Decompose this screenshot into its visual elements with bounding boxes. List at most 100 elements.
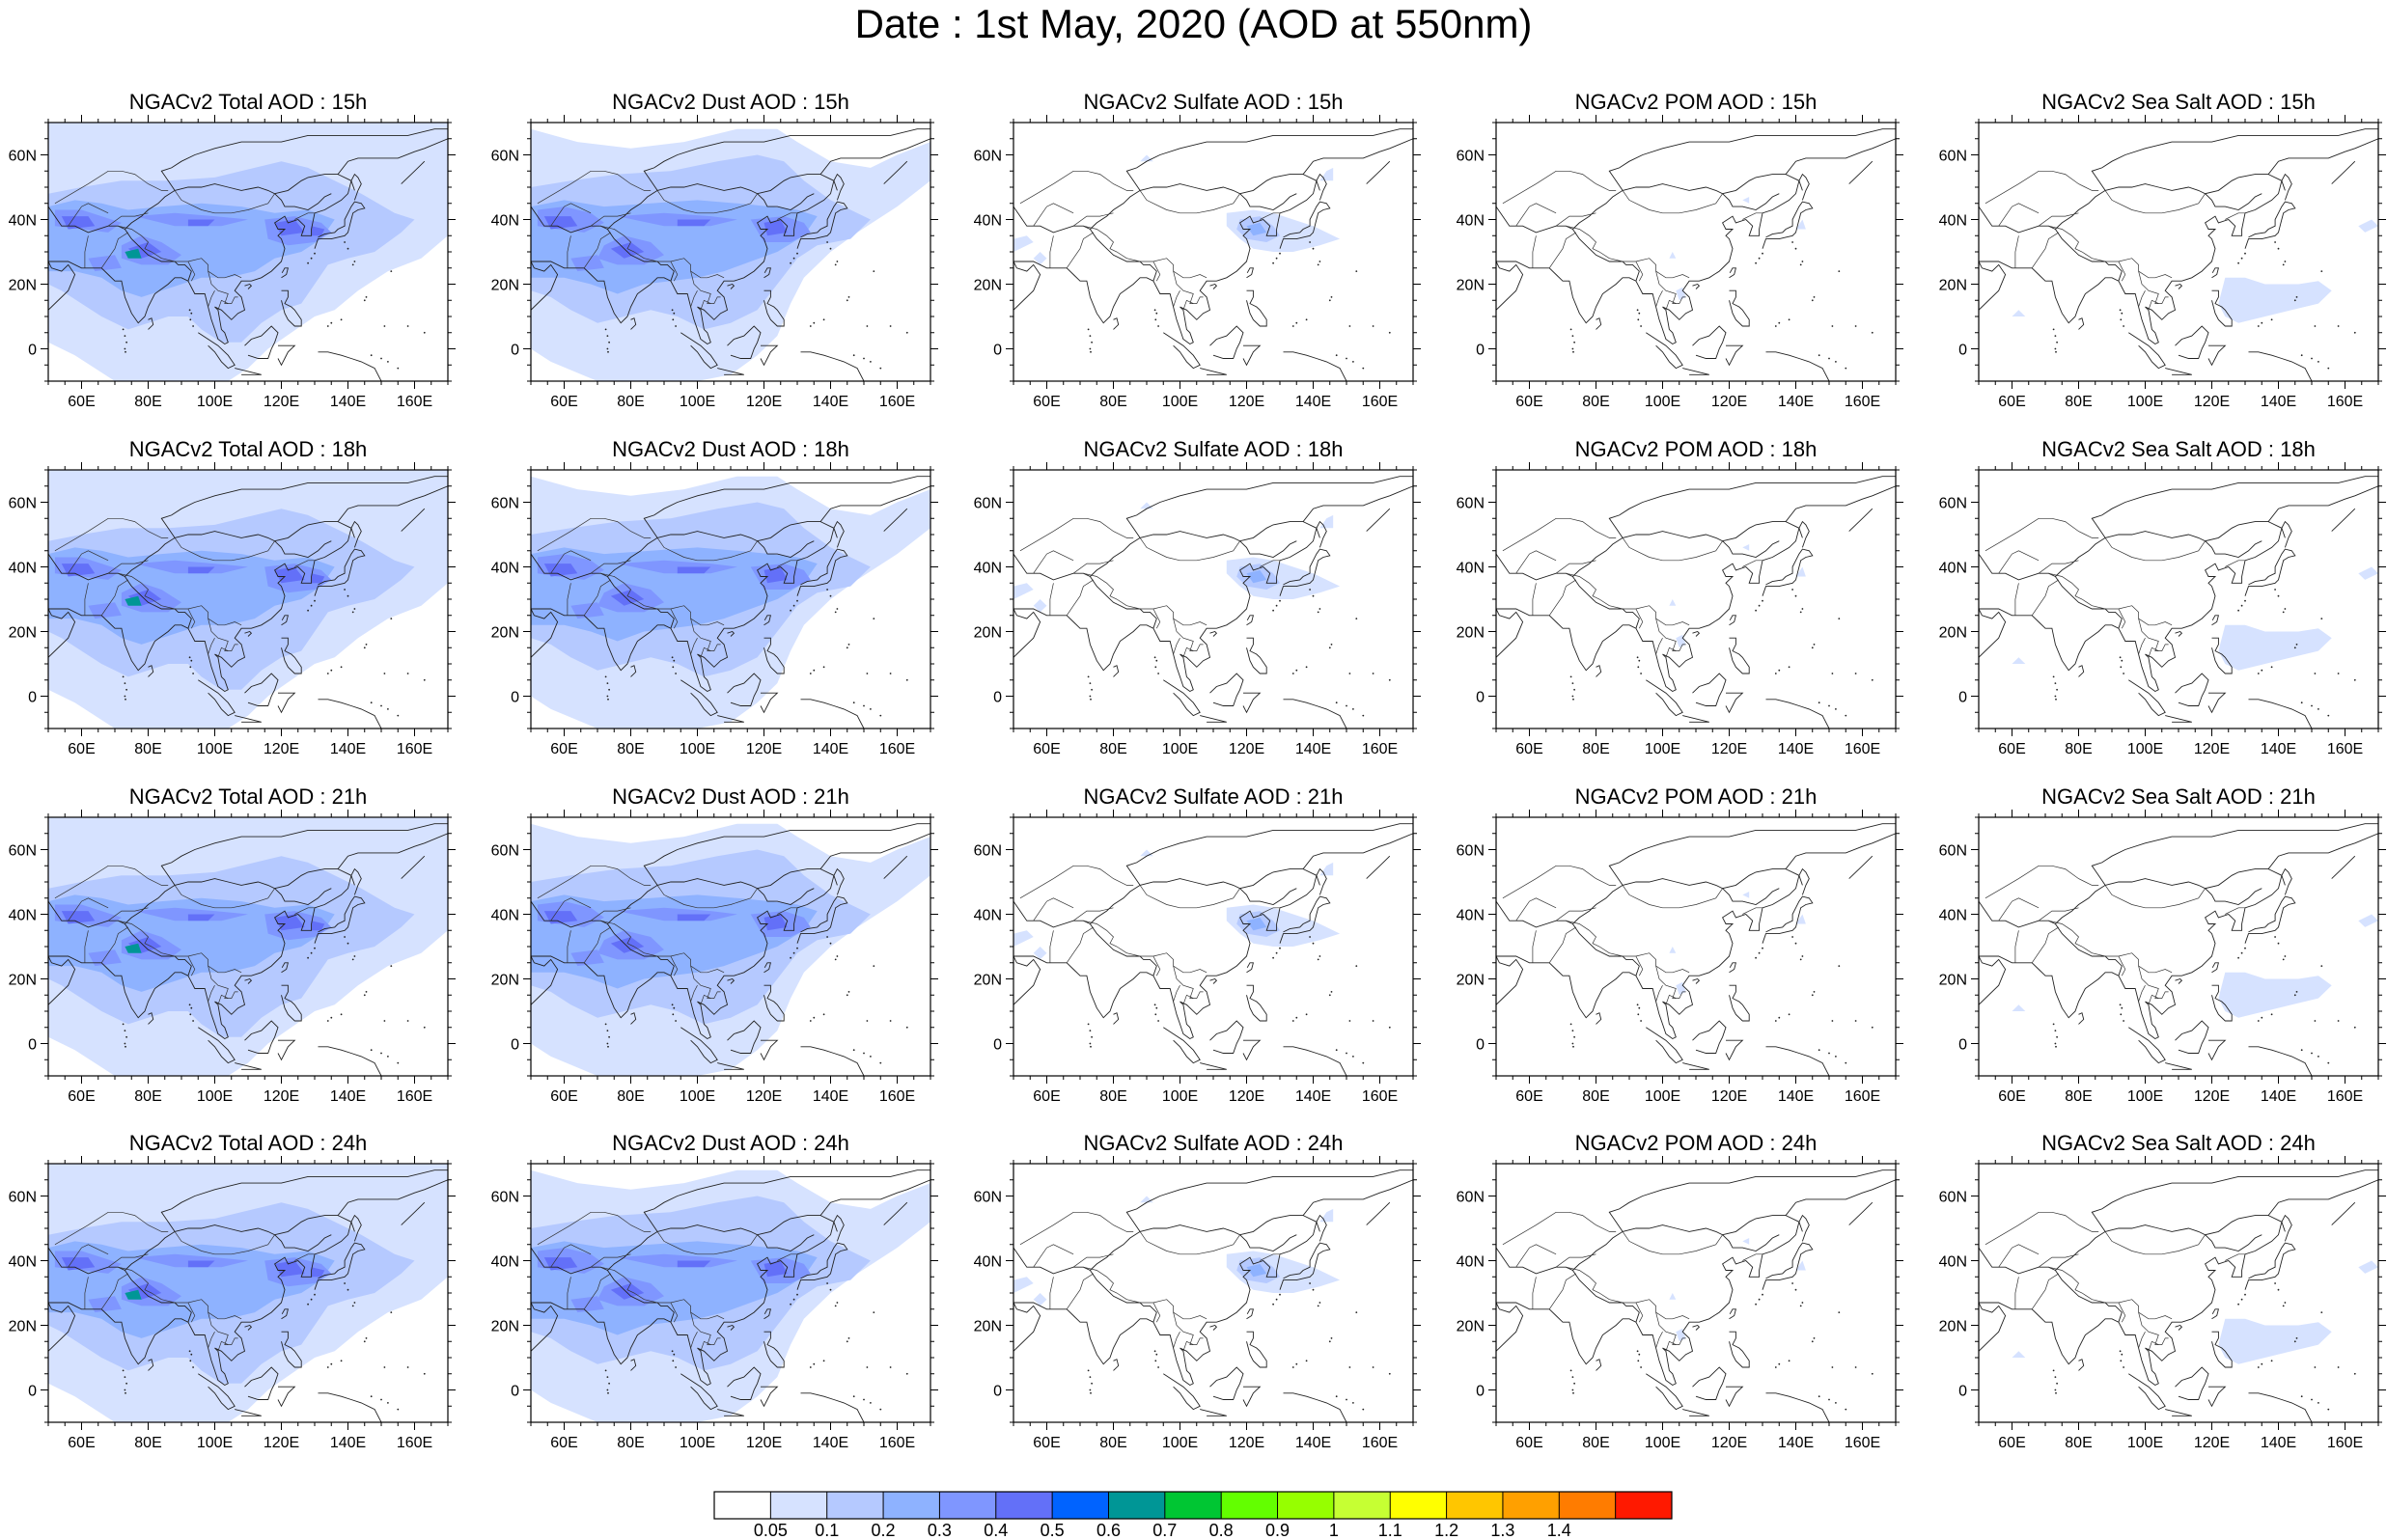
country-border bbox=[1502, 517, 1617, 552]
coastline bbox=[757, 868, 821, 890]
island bbox=[2123, 325, 2124, 327]
island bbox=[344, 1282, 346, 1284]
island bbox=[2056, 688, 2058, 691]
lon-tick-label: 160E bbox=[397, 394, 432, 410]
coastline bbox=[1090, 878, 1297, 924]
country-border bbox=[700, 1340, 711, 1352]
country-border bbox=[1139, 190, 1180, 214]
coastline bbox=[1239, 1215, 1304, 1236]
island bbox=[1157, 1366, 1159, 1368]
country-border bbox=[1532, 1277, 1537, 1309]
island bbox=[813, 1016, 816, 1019]
lat-tick-label: 40N bbox=[1939, 1254, 1967, 1271]
island bbox=[1157, 325, 1159, 327]
island bbox=[351, 263, 354, 266]
island bbox=[889, 1366, 892, 1368]
island bbox=[790, 956, 791, 959]
island bbox=[847, 644, 850, 646]
island bbox=[2314, 673, 2317, 674]
coastline bbox=[763, 289, 785, 327]
island bbox=[1571, 335, 1574, 337]
island bbox=[363, 299, 366, 302]
aod-field bbox=[1013, 849, 1341, 960]
aod-contour-lv1 bbox=[1676, 1328, 1686, 1342]
island bbox=[675, 673, 677, 674]
island bbox=[2054, 347, 2057, 350]
island bbox=[1091, 1382, 1093, 1385]
island bbox=[2318, 361, 2319, 363]
lat-tick-label: 20N bbox=[1457, 1319, 1485, 1335]
aod-contour-lv1 bbox=[2012, 310, 2026, 316]
country-border bbox=[1985, 1211, 2099, 1246]
country-border bbox=[1260, 560, 1280, 567]
lon-tick-label: 140E bbox=[813, 1435, 848, 1451]
country-border bbox=[214, 540, 275, 562]
country-border bbox=[1173, 985, 1180, 1003]
coastline bbox=[1013, 553, 1157, 629]
island bbox=[2337, 325, 2340, 327]
aod-contour-lv5 bbox=[610, 590, 645, 606]
coastline bbox=[401, 855, 426, 879]
lon-tick-label: 60E bbox=[1998, 1088, 2025, 1105]
island bbox=[1636, 309, 1639, 312]
aod-contour-lv1 bbox=[1795, 1260, 1806, 1271]
coastline bbox=[277, 344, 296, 367]
lon-tick-label: 80E bbox=[617, 1435, 644, 1451]
island bbox=[1569, 1369, 1572, 1372]
country-border bbox=[697, 888, 758, 909]
island bbox=[190, 1353, 193, 1356]
coastlines bbox=[1979, 823, 2378, 1076]
country-border bbox=[1019, 517, 1134, 552]
lon-tick-label: 160E bbox=[2327, 394, 2363, 410]
colorbar-swatch bbox=[826, 1492, 884, 1519]
country-border bbox=[1622, 1231, 1663, 1255]
colorbar bbox=[713, 1491, 1673, 1520]
coastline bbox=[2211, 289, 2233, 327]
island bbox=[1346, 1398, 1347, 1401]
island bbox=[1091, 688, 1093, 691]
island bbox=[390, 965, 393, 967]
coastline bbox=[1366, 160, 1391, 184]
island bbox=[124, 347, 126, 350]
lon-tick-label: 140E bbox=[813, 394, 848, 410]
island bbox=[122, 328, 125, 331]
country-border bbox=[690, 966, 721, 999]
country-border bbox=[187, 1302, 196, 1323]
coastline bbox=[630, 665, 637, 677]
coastline bbox=[2165, 715, 2192, 723]
island bbox=[330, 669, 333, 672]
island bbox=[604, 1369, 607, 1372]
island bbox=[829, 247, 832, 250]
country-border bbox=[1655, 1332, 1663, 1349]
island bbox=[380, 1398, 382, 1401]
country-border bbox=[590, 560, 631, 574]
coastline bbox=[1090, 1224, 1297, 1271]
coastline bbox=[148, 665, 154, 677]
coastline bbox=[531, 833, 930, 1040]
island bbox=[1569, 328, 1572, 331]
island bbox=[1801, 608, 1804, 610]
panel-title: NGACv2 Total AOD : 18h bbox=[128, 437, 368, 461]
country-border bbox=[1173, 966, 1204, 999]
lat-tick-label: 40N bbox=[491, 1254, 519, 1271]
island bbox=[2337, 1020, 2340, 1022]
island bbox=[1153, 1350, 1156, 1353]
island bbox=[1087, 675, 1090, 678]
island bbox=[873, 270, 875, 272]
country-border bbox=[583, 232, 611, 268]
country-border bbox=[777, 1253, 797, 1261]
coastlines bbox=[1979, 128, 2378, 381]
aod-contour-lv5 bbox=[763, 914, 788, 931]
coastline bbox=[2207, 1039, 2227, 1061]
country-border bbox=[1622, 885, 1663, 909]
island bbox=[1317, 263, 1319, 266]
country-border bbox=[1502, 1211, 1617, 1246]
island bbox=[1835, 361, 1837, 363]
lon-tick-label: 100E bbox=[1645, 1435, 1680, 1451]
colorbar-label: 0.9 bbox=[1265, 1521, 1291, 1540]
island bbox=[2052, 675, 2055, 678]
island bbox=[1312, 1288, 1315, 1291]
country-border bbox=[1033, 550, 1074, 574]
